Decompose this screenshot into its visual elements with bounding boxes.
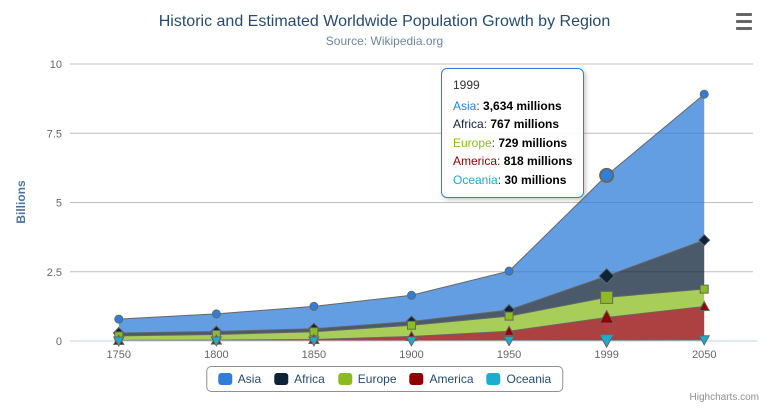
marker-oceania-1950[interactable] [503,336,515,347]
credits-link[interactable]: Highcharts.com [689,392,759,403]
legend-label: Asia [237,372,262,386]
tooltip: 1999 Asia: 3,634 millions Africa: 767 mil… [441,68,585,198]
legend-swatch [409,373,424,385]
tooltip-row: Asia: 3,634 millions [453,97,572,116]
marker-africa-1999[interactable] [598,267,615,285]
tooltip-value: 3,634 millions [483,98,562,113]
marker-asia-1999[interactable] [599,167,615,183]
marker-asia-2050[interactable] [699,89,709,99]
x-axis-label: 1750 [107,349,131,361]
tooltip-series-name: Europe [453,135,492,150]
x-axis-label: 1900 [399,349,423,361]
area-africa[interactable] [118,240,705,336]
legend-swatch [337,373,352,385]
marker-oceania-1999[interactable] [598,334,615,349]
marker-oceania-1900[interactable] [405,336,418,347]
y-axis-label: 5 [56,198,62,210]
legend-label: America [429,372,474,386]
tooltip-series-name: Asia [453,98,477,113]
tooltip-separator: : [483,117,491,131]
tooltip-value: 767 millions [490,117,560,131]
legend-item-asia[interactable]: Asia [217,372,262,386]
legend-label: Oceania [506,372,552,386]
legend-item-oceania[interactable]: Oceania [486,372,552,386]
x-axis-label: 1999 [594,349,618,361]
marker-america-1950[interactable] [503,325,515,336]
legend: Asia Africa Europe America Oceania [205,366,564,392]
x-axis-label: 1800 [204,349,228,361]
area-america[interactable] [118,306,705,341]
legend-item-europe[interactable]: Europe [337,372,397,386]
tooltip-row: Europe: 729 millions [453,134,572,153]
marker-oceania-1850[interactable] [308,336,320,347]
legend-item-america[interactable]: America [409,372,474,386]
legend-swatch [217,373,232,385]
marker-asia-1800[interactable] [211,309,221,319]
tooltip-value: 729 millions [498,135,568,150]
y-axis-title: Billions [14,180,28,224]
tooltip-value: 30 millions [504,172,567,187]
legend-label: Europe [357,372,397,386]
context-menu-button[interactable] [733,13,755,30]
legend-label: Africa [294,372,325,386]
hamburger-icon [736,27,752,30]
tooltip-separator: : [497,172,505,187]
tooltip-separator: : [497,154,504,168]
area-asia[interactable] [118,94,705,333]
marker-europe-1850[interactable] [309,327,319,337]
legend-swatch [486,373,501,385]
marker-asia-1850[interactable] [309,301,319,311]
marker-europe-1950[interactable] [504,311,514,321]
tooltip-value: 818 millions [503,154,573,168]
legend-item-africa[interactable]: Africa [274,372,325,386]
marker-europe-1999[interactable] [600,290,614,304]
x-axis-label: 2050 [692,349,716,361]
marker-asia-1950[interactable] [504,266,514,276]
marker-europe-1900[interactable] [407,320,416,330]
legend-swatch [274,373,289,385]
hamburger-icon [736,20,752,23]
marker-america-1999[interactable] [598,309,615,324]
tooltip-series-name: Africa [453,117,484,131]
y-axis-label: 2.5 [47,267,62,279]
tooltip-header: 1999 [453,78,480,92]
tooltip-row: America: 818 millions [453,152,572,171]
y-axis-label: 10 [50,59,62,71]
marker-europe-2050[interactable] [699,284,709,294]
hamburger-icon [736,13,752,16]
marker-oceania-1800[interactable] [210,336,223,347]
marker-oceania-2050[interactable] [698,335,711,346]
x-axis-label: 1950 [497,349,521,361]
marker-america-2050[interactable] [698,300,711,311]
tooltip-series-name: America [453,154,498,168]
tooltip-row: Africa: 767 millions [453,115,572,134]
x-axis-label: 1850 [302,349,326,361]
y-axis-label: 0 [56,336,62,348]
marker-asia-1750[interactable] [114,314,124,324]
tooltip-row: Oceania: 30 millions [453,171,572,190]
chart-title: Historic and Estimated Worldwide Populat… [158,13,611,30]
marker-asia-1900[interactable] [407,290,416,300]
tooltip-rows: Asia: 3,634 millions Africa: 767 millions… [453,97,572,190]
tooltip-separator: : [476,98,484,113]
marker-oceania-1750[interactable] [112,336,125,347]
y-axis-label: 7.5 [47,128,62,140]
marker-africa-2050[interactable] [698,233,711,247]
tooltip-series-name: Oceania [453,172,498,187]
chart-subtitle: Source: Wikipedia.org [325,34,444,48]
tooltip-separator: : [491,135,499,150]
